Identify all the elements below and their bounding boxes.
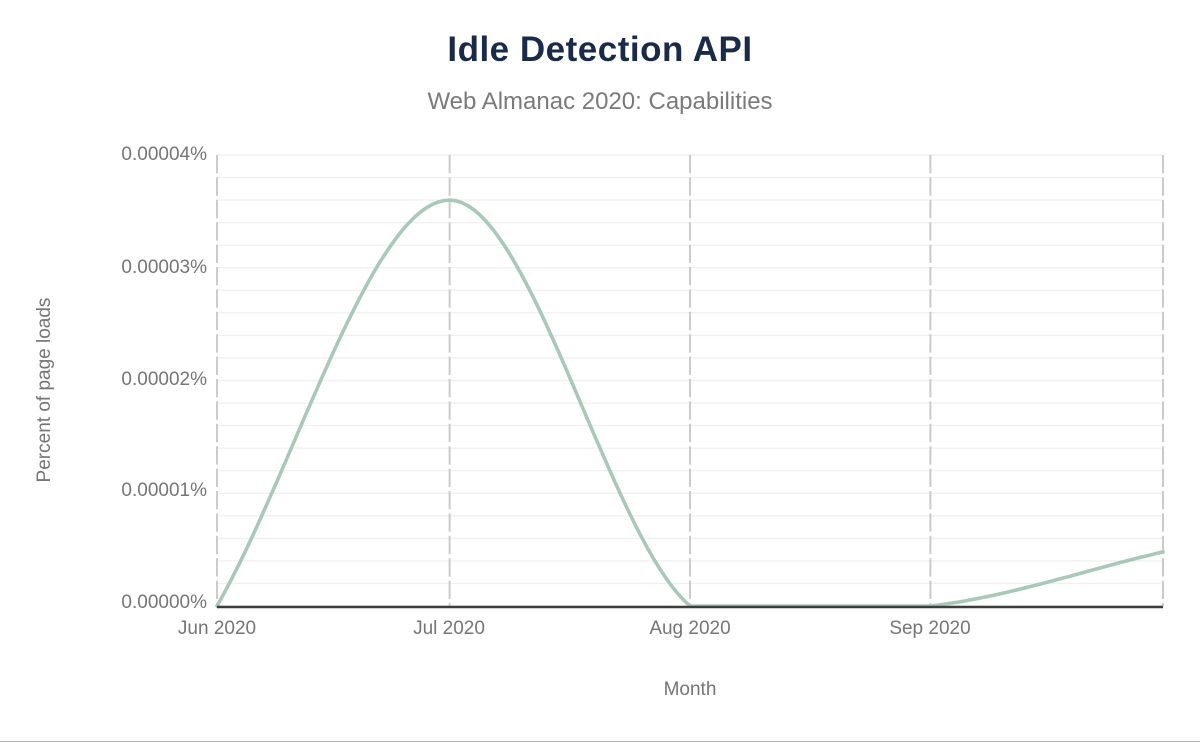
y-tick-label: 0.00003% <box>121 257 207 278</box>
x-axis-title: Month <box>663 679 717 700</box>
x-tick-label: Jun 2020 <box>177 618 257 639</box>
y-tick-label: 0.00001% <box>121 480 207 501</box>
x-tick-label: Jul 2020 <box>413 618 485 639</box>
x-tick-label: Aug 2020 <box>649 618 731 639</box>
y-tick-label: 0.00002% <box>121 369 207 390</box>
chart-title: Idle Detection API <box>447 30 753 69</box>
y-tick-label: 0.00000% <box>121 592 207 613</box>
y-tick-label: 0.00004% <box>121 144 207 165</box>
chart-subtitle: Web Almanac 2020: Capabilities <box>427 88 773 115</box>
x-tick-label: Sep 2020 <box>889 618 971 639</box>
